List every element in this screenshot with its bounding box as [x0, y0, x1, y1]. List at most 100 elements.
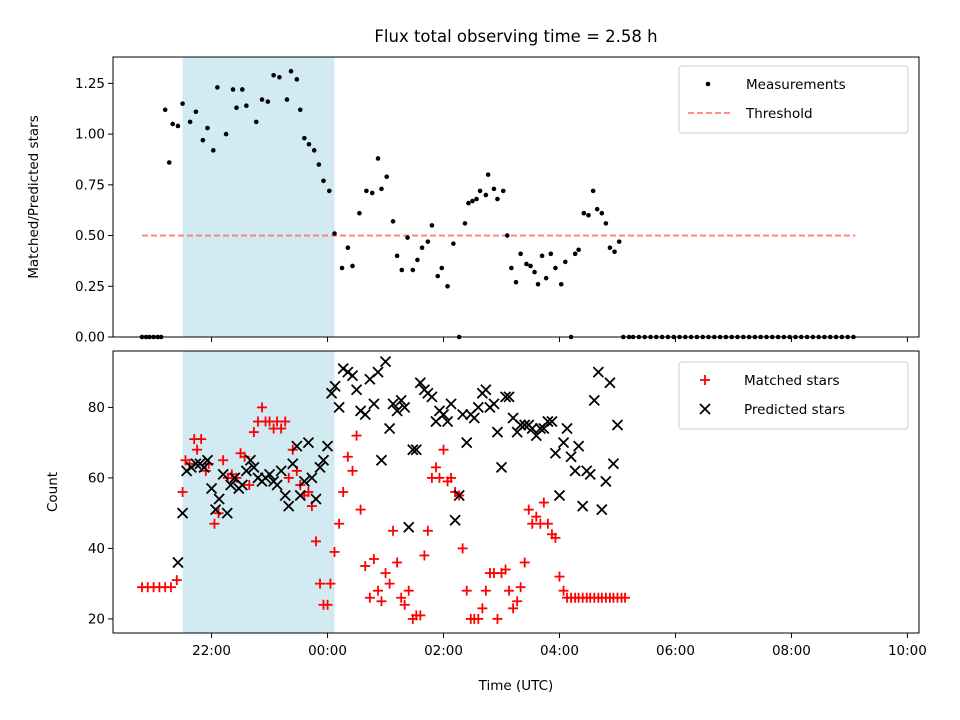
matched-star-point: [396, 592, 407, 603]
predicted-star-point: [383, 422, 396, 435]
measurement-point: [384, 174, 389, 180]
legend-matched-label: Matched stars: [744, 373, 840, 389]
measurement-point: [180, 101, 185, 106]
predicted-star-point: [279, 489, 291, 502]
matched-star-point: [342, 451, 353, 462]
measurement-point: [535, 281, 541, 287]
measurement-point: [612, 249, 617, 255]
predicted-star-x-b: [306, 472, 318, 484]
count-y-axis-label: Count: [45, 472, 61, 512]
predicted-star-x-b: [507, 412, 519, 424]
measurement-point: [528, 263, 533, 269]
x-tick-label: 02:00: [424, 643, 463, 659]
predicted-star-x-b: [604, 377, 616, 389]
matched-star-point: [508, 603, 519, 614]
predicted-star-point: [607, 458, 620, 470]
x-tick-label: 00:00: [308, 643, 347, 659]
predicted-star-x-b: [333, 401, 345, 414]
matched-star-point: [558, 585, 569, 596]
predicted-star-point: [472, 401, 484, 414]
measurement-point: [294, 77, 300, 82]
predicted-star-point: [441, 415, 454, 428]
measurement-point: [205, 125, 210, 131]
predicted-star-point: [480, 384, 492, 396]
measurement-point: [500, 188, 506, 194]
predicted-star-x-b: [225, 479, 237, 491]
measurement-point: [390, 219, 396, 224]
matched-star-point: [364, 592, 375, 603]
ratio-legend: Measurements Threshold: [678, 65, 909, 134]
x-tick-label: 22:00: [192, 643, 231, 659]
predicted-star-x-b: [472, 401, 484, 414]
y-tick-label: 1.25: [75, 76, 105, 92]
predicted-star-point: [350, 384, 363, 396]
measurement-point: [375, 156, 381, 161]
predicted-star-point: [499, 391, 512, 403]
matched-star-point: [512, 596, 523, 607]
predicted-star-x-b: [317, 454, 330, 466]
predicted-star-point: [321, 440, 334, 452]
matched-star-point: [430, 462, 441, 473]
measurement-point: [193, 109, 199, 115]
count-legend: Matched stars Predicted stars: [678, 361, 909, 430]
predicted-star-x-b: [176, 507, 189, 519]
predicted-star-x-b: [600, 475, 612, 488]
predicted-star-point: [298, 475, 310, 488]
predicted-star-point: [209, 503, 222, 516]
predicted-star-point: [553, 489, 566, 502]
matched-star-point: [446, 472, 457, 483]
measurement-point: [474, 196, 479, 202]
measurement-point: [483, 192, 489, 198]
predicted-star-point: [519, 419, 531, 431]
measurement-point: [558, 281, 564, 287]
measurement-point: [470, 198, 475, 204]
measurement-point: [419, 245, 425, 251]
measurement-point: [211, 148, 216, 153]
measurement-point: [532, 269, 537, 275]
matched-star-point: [392, 557, 403, 568]
predicted-star-x-b: [279, 489, 291, 502]
measurement-point: [345, 245, 351, 251]
predicted-star-x-b: [221, 507, 233, 519]
measurement-point: [357, 210, 362, 216]
measurement-point: [572, 251, 578, 257]
measurement-point: [259, 97, 265, 102]
predicted-star-point: [399, 401, 411, 414]
predicted-star-x-b: [229, 472, 241, 484]
y-tick-label: 1.00: [75, 127, 105, 143]
predicted-star-x-b: [480, 384, 492, 396]
count-y-ticks: 20 40 60 80: [88, 400, 113, 627]
predicted-star-x-b: [383, 422, 396, 435]
matched-star-point: [334, 518, 345, 529]
predicted-star-x-b: [596, 503, 608, 516]
measurement-point: [485, 172, 491, 177]
predicted-star-point: [176, 507, 189, 519]
matched-star-point: [515, 582, 526, 593]
matched-star-point: [492, 613, 503, 624]
legend-predicted-marker: [699, 403, 711, 415]
measurement-point: [288, 68, 294, 74]
predicted-star-point: [503, 391, 515, 403]
figure-title: Flux total observing time = 2.58 h: [374, 27, 657, 46]
predicted-star-x-b: [426, 391, 438, 403]
predicted-star-point: [271, 479, 283, 491]
predicted-star-point: [372, 366, 384, 378]
predicted-star-point: [198, 461, 210, 473]
x-tick-label: 10:00: [888, 643, 927, 659]
matched-star-point: [542, 518, 553, 529]
matched-star-point: [209, 518, 220, 529]
predicted-star-x-b: [407, 444, 419, 456]
measurement-point: [616, 239, 622, 244]
measurement-point: [230, 87, 236, 92]
y-tick-label: 20: [88, 611, 105, 627]
legend-measurements-marker: [705, 81, 711, 87]
matched-star-point: [192, 444, 203, 455]
measurement-point: [240, 87, 245, 92]
predicted-star-x-b: [287, 458, 299, 470]
matched-star-point: [231, 472, 242, 483]
predicted-star-point: [437, 408, 450, 421]
matched-star-point: [244, 479, 255, 490]
matched-star-point: [380, 568, 391, 579]
predicted-star-x-b: [391, 405, 403, 417]
